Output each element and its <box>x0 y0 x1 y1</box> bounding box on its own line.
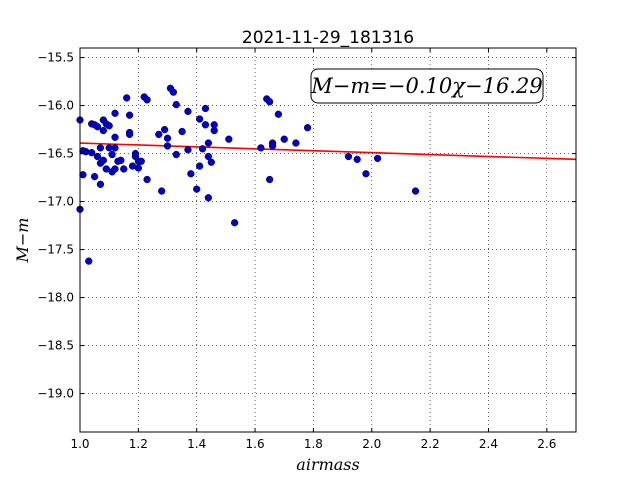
data-point <box>99 126 107 135</box>
data-point <box>257 144 265 152</box>
y-tick-label: −19.0 <box>37 387 74 401</box>
x-axis-label: airmass <box>296 455 359 474</box>
data-point <box>111 144 119 152</box>
x-tick-label: 2.2 <box>421 437 440 451</box>
data-point <box>137 157 145 165</box>
data-point <box>155 130 163 139</box>
data-point <box>353 155 361 164</box>
data-point <box>198 145 207 153</box>
y-tick-label: −18.0 <box>37 291 74 305</box>
x-tick-label: 1.0 <box>70 437 89 451</box>
data-point <box>111 133 119 141</box>
data-point <box>204 194 213 202</box>
data-point <box>303 124 312 132</box>
data-point <box>143 96 151 104</box>
data-point <box>125 111 134 119</box>
data-point <box>163 142 172 150</box>
data-point <box>184 146 192 154</box>
grid-lines <box>79 48 576 432</box>
data-point <box>280 135 288 143</box>
y-tick-label: −17.0 <box>37 195 74 209</box>
data-point <box>111 165 119 173</box>
data-point <box>143 175 151 184</box>
data-point <box>90 172 99 181</box>
data-point <box>134 164 143 172</box>
x-tick-label: 2.0 <box>362 437 381 451</box>
data-point <box>187 170 195 178</box>
data-point <box>120 165 128 173</box>
data-point <box>207 158 215 166</box>
data-point <box>268 142 277 150</box>
data-point <box>163 134 172 142</box>
data-point <box>274 110 283 118</box>
data-point <box>108 150 116 159</box>
data-point <box>195 162 204 170</box>
annotation-box <box>310 68 544 104</box>
data-point <box>204 152 213 161</box>
y-tick-label: −16.5 <box>37 147 74 161</box>
data-point <box>344 152 353 161</box>
data-point <box>265 175 274 184</box>
plot-frame <box>79 47 577 433</box>
data-point <box>93 152 102 161</box>
data-point <box>230 219 239 227</box>
y-tick-label: −15.5 <box>37 51 74 65</box>
data-point <box>158 187 166 195</box>
data-point <box>362 170 370 178</box>
data-point <box>96 144 105 152</box>
y-tick-label: −17.5 <box>37 243 74 257</box>
data-point <box>105 122 113 130</box>
data-point <box>117 156 125 164</box>
x-tick-label: 1.2 <box>129 437 148 451</box>
data-point <box>85 257 93 265</box>
x-tick-label: 1.8 <box>304 437 323 451</box>
data-point <box>204 139 213 147</box>
data-point <box>96 180 105 188</box>
x-tick-label: 2.4 <box>479 437 498 451</box>
data-point <box>160 125 169 134</box>
data-points <box>76 84 420 265</box>
x-tick-label: 1.6 <box>246 437 265 451</box>
data-point <box>184 107 192 116</box>
data-point <box>373 154 382 163</box>
fit-equation: M−m=−0.10χ−16.29 <box>310 74 542 98</box>
data-point <box>210 126 218 135</box>
data-point <box>99 156 107 164</box>
data-point <box>195 115 204 123</box>
data-point <box>172 100 180 109</box>
data-point <box>79 171 87 179</box>
data-point <box>292 139 300 147</box>
data-point <box>131 149 140 158</box>
data-point <box>169 88 178 96</box>
x-tick-label: 2.6 <box>537 437 556 451</box>
data-point <box>178 127 186 136</box>
data-point <box>111 109 119 117</box>
data-point <box>225 135 233 143</box>
chart-title: 2021-11-29_181316 <box>242 28 414 48</box>
y-axis-label: M−m <box>13 218 32 264</box>
data-point <box>265 98 274 106</box>
data-point <box>411 187 420 195</box>
data-point <box>123 94 131 102</box>
data-point <box>201 104 210 113</box>
y-tick-label: −18.5 <box>37 339 74 353</box>
data-point <box>125 130 134 139</box>
data-point <box>88 148 96 157</box>
x-tick-label: 1.4 <box>187 437 206 451</box>
data-point <box>102 165 110 173</box>
y-tick-label: −16.0 <box>37 99 74 113</box>
data-point <box>172 150 180 159</box>
fit-line-layer <box>79 142 577 161</box>
axis-ticks: 1.0 1.2 1.4 1.6 1.8 2.0 2.2 2.4 2.6 −15.5 −16.0 −16… <box>37 48 576 451</box>
data-point <box>201 121 210 129</box>
data-point <box>193 185 201 193</box>
data-point <box>93 123 102 131</box>
fit-annotation: M−m=−0.10χ−16.29 <box>310 68 544 104</box>
fit-line <box>79 142 577 161</box>
